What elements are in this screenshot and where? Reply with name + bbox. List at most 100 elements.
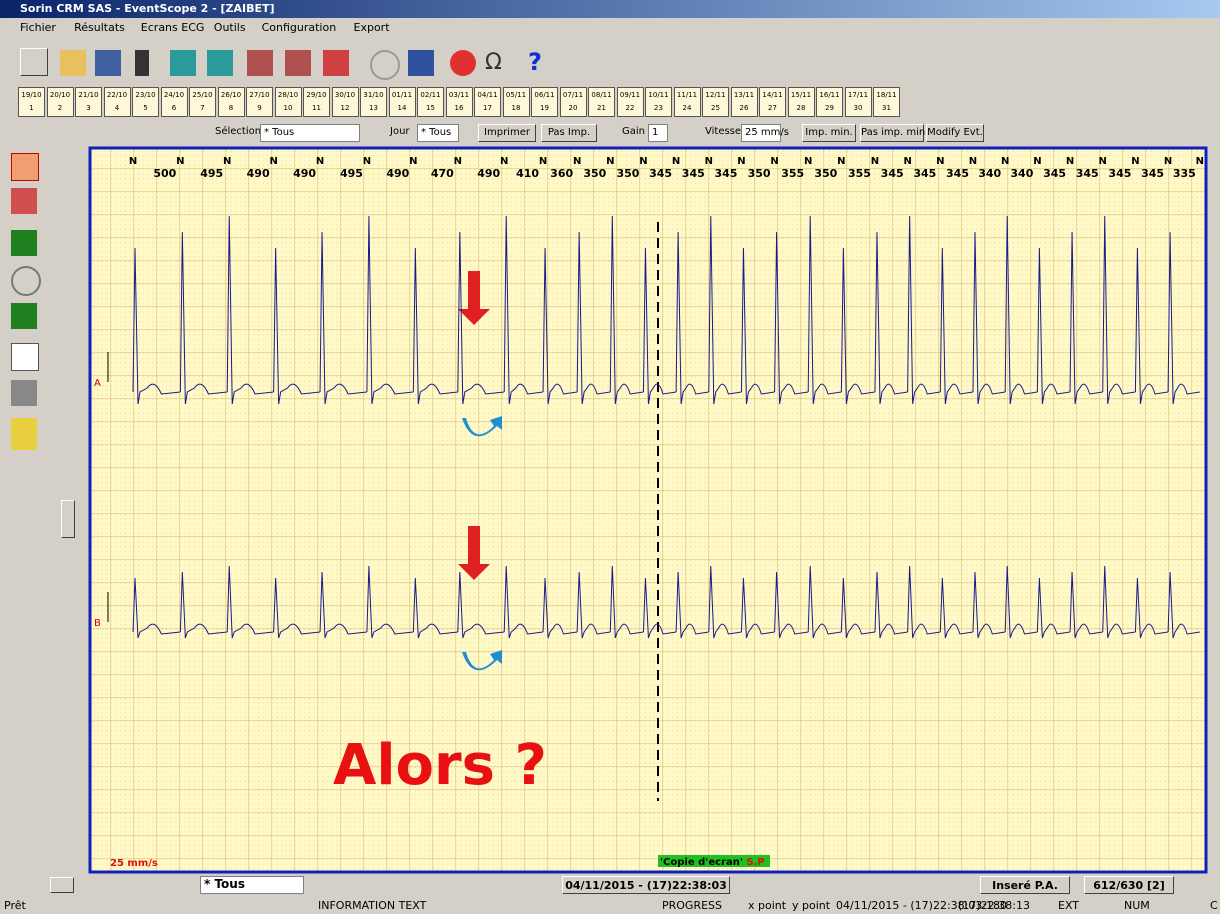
histogram-button[interactable] bbox=[207, 50, 233, 76]
h-button[interactable] bbox=[370, 50, 400, 80]
day-tab[interactable]: 21/10 3 bbox=[75, 87, 102, 117]
day-index: 15 bbox=[426, 104, 435, 112]
filter-no-print-min[interactable]: Pas imp. min. bbox=[860, 124, 928, 142]
help-button[interactable]: ? bbox=[528, 48, 542, 76]
day-index: 4 bbox=[114, 104, 120, 112]
interval-label: 345 bbox=[1076, 167, 1099, 180]
day-tab[interactable]: 12/11 25 bbox=[702, 87, 729, 117]
day-tab[interactable]: 09/11 22 bbox=[616, 87, 644, 117]
beat-label: N bbox=[1001, 156, 1009, 167]
grid2-button[interactable] bbox=[285, 50, 311, 76]
day-index: 3 bbox=[86, 104, 91, 112]
pdf-tool[interactable] bbox=[11, 418, 37, 450]
ecg-trace bbox=[939, 247, 974, 405]
menu-item[interactable]: Export bbox=[353, 21, 390, 34]
battery-button[interactable] bbox=[408, 50, 434, 76]
day-tab[interactable]: 07/11 20 bbox=[559, 87, 587, 117]
interval-label: 345 bbox=[649, 167, 672, 180]
interval-label: 355 bbox=[781, 167, 804, 180]
ecg-trace bbox=[576, 571, 611, 639]
day-tab[interactable]: 05/11 18 bbox=[502, 87, 530, 117]
main-toolbar: Ω ? bbox=[10, 44, 570, 82]
filter-jour[interactable]: * Tous bbox=[417, 124, 459, 142]
grid-button[interactable] bbox=[247, 50, 273, 76]
ecg-trace bbox=[273, 247, 321, 405]
day-tab[interactable]: 10/11 23 bbox=[645, 87, 672, 117]
day-index: 26 bbox=[739, 104, 749, 112]
interval-label: 500 bbox=[153, 167, 176, 180]
day-tab[interactable]: 03/11 16 bbox=[445, 87, 473, 117]
interval-label: 495 bbox=[340, 167, 363, 180]
ecg-trace bbox=[1167, 571, 1200, 639]
day-tab[interactable]: 30/10 12 bbox=[331, 87, 359, 117]
ecg-trace bbox=[503, 215, 544, 405]
day-tab[interactable]: 26/10 8 bbox=[217, 87, 245, 117]
day-tab[interactable]: 11/11 24 bbox=[673, 87, 701, 117]
day-tab[interactable]: 15/11 28 bbox=[787, 87, 815, 117]
scroll-buttons[interactable] bbox=[61, 500, 75, 538]
day-tab[interactable]: 20/10 2 bbox=[46, 87, 74, 117]
filter-gain[interactable]: 1 bbox=[648, 124, 668, 142]
filter-selection[interactable]: * Tous bbox=[260, 124, 360, 142]
menu-item[interactable]: Fichier bbox=[20, 21, 56, 34]
ecg-trace bbox=[874, 571, 908, 639]
filter-print[interactable]: Imprimer bbox=[478, 124, 536, 142]
save-button[interactable] bbox=[95, 50, 121, 76]
filter-modify[interactable]: Modify Evt. bbox=[926, 124, 984, 142]
day-index: 10 bbox=[283, 104, 293, 112]
print-tool[interactable] bbox=[11, 380, 37, 406]
day-tab[interactable]: 01/11 14 bbox=[388, 87, 416, 117]
flash-button[interactable] bbox=[20, 48, 48, 76]
patient-button[interactable] bbox=[135, 50, 149, 76]
day-tab[interactable]: 04/11 17 bbox=[474, 87, 501, 117]
scroll-left[interactable] bbox=[50, 877, 74, 893]
filter-no-print[interactable]: Pas Imp. bbox=[541, 124, 597, 142]
bottom-selection[interactable]: * Tous bbox=[200, 876, 304, 894]
filter-print-min[interactable]: Imp. min. bbox=[802, 124, 856, 142]
ecg-trace bbox=[774, 571, 809, 639]
menu-item[interactable]: Outils bbox=[213, 21, 246, 34]
trash-tool[interactable] bbox=[11, 303, 37, 329]
day-tab[interactable]: 25/10 7 bbox=[189, 87, 216, 117]
camera-tool[interactable] bbox=[11, 230, 37, 256]
day-tab[interactable]: 14/11 27 bbox=[759, 87, 786, 117]
day-index: 13 bbox=[369, 104, 378, 112]
curl-a bbox=[462, 416, 502, 437]
day-tab[interactable]: 23/10 5 bbox=[132, 87, 159, 117]
annotation: Alors ? bbox=[333, 733, 547, 798]
menu-item[interactable]: Ecrans ECG bbox=[140, 21, 205, 34]
day-tab[interactable]: 19/10 1 bbox=[18, 87, 45, 117]
day-tab[interactable]: 17/11 30 bbox=[844, 87, 872, 117]
filter-speed[interactable]: 25 mm/s bbox=[741, 124, 789, 142]
beat-label: N bbox=[269, 156, 277, 167]
ecg-trace bbox=[609, 215, 644, 405]
day-tab[interactable]: 24/10 6 bbox=[160, 87, 188, 117]
day-tab[interactable]: 29/10 11 bbox=[303, 87, 330, 117]
magnet-button[interactable] bbox=[450, 50, 476, 76]
menu-item[interactable]: Configuration bbox=[261, 21, 337, 34]
beat-label: N bbox=[1164, 156, 1172, 167]
day-tab[interactable]: 08/11 21 bbox=[588, 87, 615, 117]
open-button[interactable] bbox=[60, 50, 86, 76]
ohm-button[interactable]: Ω bbox=[485, 50, 502, 75]
ecg-button[interactable] bbox=[170, 50, 196, 76]
ecg-trace bbox=[740, 247, 775, 405]
day-tab[interactable]: 22/10 4 bbox=[103, 87, 131, 117]
edit-tool[interactable] bbox=[11, 343, 39, 371]
menu-item[interactable]: Résultats bbox=[74, 21, 125, 34]
day-tab[interactable]: 13/11 26 bbox=[730, 87, 758, 117]
ecg-tool[interactable] bbox=[11, 153, 39, 181]
day-tab[interactable]: 31/10 13 bbox=[360, 87, 387, 117]
list-button[interactable] bbox=[323, 50, 349, 76]
day-tab[interactable]: 16/11 29 bbox=[816, 87, 843, 117]
day-tab[interactable]: 28/10 10 bbox=[274, 87, 302, 117]
zoom-tool[interactable] bbox=[11, 266, 41, 296]
day-tab[interactable]: 27/10 9 bbox=[246, 87, 273, 117]
day-tab[interactable]: 02/11 15 bbox=[417, 87, 444, 117]
day-tab[interactable]: 18/11 31 bbox=[873, 87, 900, 117]
interval-label: 495 bbox=[200, 167, 223, 180]
day-tab[interactable]: 06/11 19 bbox=[531, 87, 558, 117]
menu-bar: Fichier Résultats Ecrans ECG Outils Configur… bbox=[0, 18, 1220, 40]
day-tabs: 19/10 1 20/10 2 21/10 3 22/10 4 23/10 5 24/10 6 25/1… bbox=[18, 87, 908, 117]
grid-tool[interactable] bbox=[11, 188, 37, 214]
